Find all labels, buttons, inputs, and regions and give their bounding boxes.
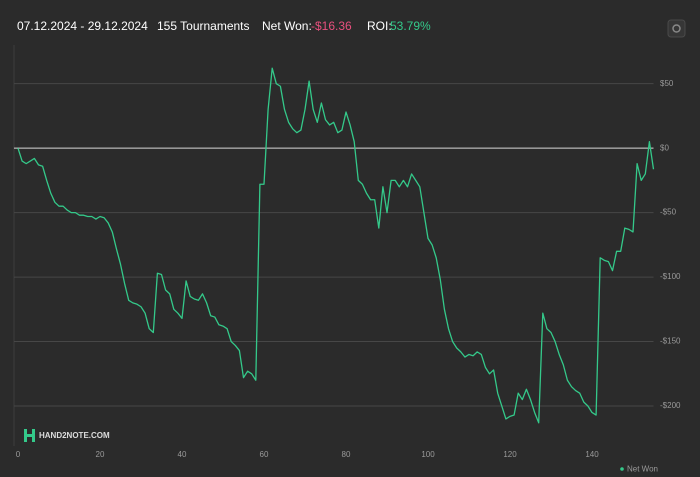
x-tick-label: 40 [178, 450, 187, 459]
roi-value: 53.79% [390, 19, 431, 33]
legend-label: Net Won [627, 465, 658, 474]
date-range: 07.12.2024 - 29.12.2024 [17, 19, 148, 33]
y-tick-label: -$50 [660, 208, 677, 217]
net-won-label: Net Won: [262, 19, 312, 33]
settings-icon[interactable] [672, 24, 681, 33]
y-tick-label: $50 [660, 79, 674, 88]
settings-button[interactable] [667, 19, 686, 38]
roi-label: ROI: [367, 19, 392, 33]
y-tick-label: -$200 [660, 401, 681, 410]
logo-bar [24, 434, 35, 437]
x-tick-label: 80 [342, 450, 351, 459]
line-series [17, 67, 655, 424]
watermark: HAND2NOTE.COM [24, 429, 110, 442]
legend-marker [620, 467, 624, 471]
settings-box[interactable] [667, 19, 686, 38]
x-tick-label: 140 [585, 450, 599, 459]
x-tick-label: 100 [421, 450, 435, 459]
y-tick-label: $0 [660, 143, 669, 152]
x-tick-label: 120 [503, 450, 517, 459]
y-tick-label: -$150 [660, 337, 681, 346]
x-tick-label: 0 [16, 450, 21, 459]
watermark-text: HAND2NOTE.COM [39, 431, 110, 440]
net-won-value: -$16.36 [311, 19, 352, 33]
x-tick-label: 20 [96, 450, 105, 459]
y-tick-label: -$100 [660, 272, 681, 281]
x-tick-label: 60 [260, 450, 269, 459]
tournaments: 155 Tournaments [157, 19, 250, 33]
